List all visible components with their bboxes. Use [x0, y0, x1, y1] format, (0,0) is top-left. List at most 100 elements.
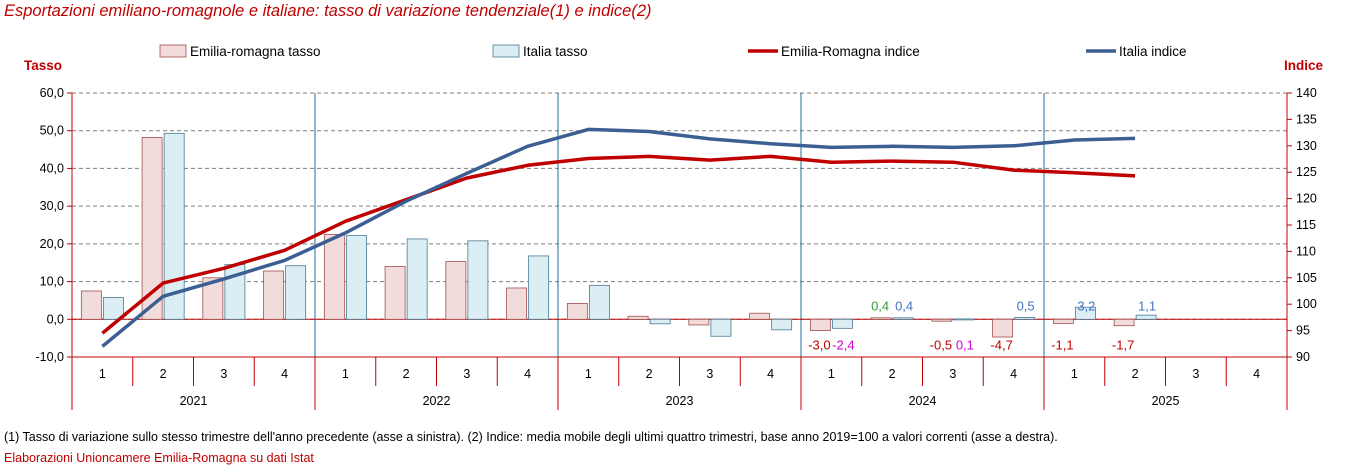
bar-emilia-romagna — [141, 137, 163, 320]
data-label: 0,5 — [1017, 298, 1035, 313]
data-label: -1,7 — [1112, 337, 1134, 352]
bar-emilia-romagna — [870, 317, 892, 320]
legend-label: Emilia-romagna tasso — [190, 44, 321, 59]
right-tick-label: 140 — [1296, 86, 1317, 100]
right-tick-label: 130 — [1296, 139, 1317, 153]
quarter-label: 2 — [646, 367, 653, 381]
bar-emilia-romagna — [202, 277, 224, 320]
line-italia-indice — [101, 127, 1136, 348]
bar-emilia-romagna — [1052, 318, 1074, 324]
legend-label: Italia indice — [1119, 44, 1187, 59]
bar-emilia-romagna — [809, 318, 831, 331]
left-tick-label: 60,0 — [40, 86, 64, 100]
quarter-label: 1 — [99, 367, 106, 381]
data-label: 0,4 — [895, 298, 913, 313]
quarter-label: 3 — [220, 367, 227, 381]
bar-emilia-romagna — [749, 312, 771, 320]
bar-emilia-romagna — [80, 290, 102, 320]
right-tick-label: 105 — [1296, 271, 1317, 285]
quarter-label: 1 — [1071, 367, 1078, 381]
bar-italia — [102, 297, 124, 320]
bar-emilia-romagna — [1113, 318, 1135, 327]
bar-italia — [163, 132, 185, 320]
bar-italia — [588, 284, 610, 320]
quarter-label: 2 — [889, 367, 896, 381]
left-tick-label: -10,0 — [36, 350, 65, 364]
data-label: 0,1 — [956, 337, 974, 352]
bar-italia — [1074, 306, 1096, 320]
data-label: 3,2 — [1077, 298, 1095, 313]
quarter-label: 2 — [403, 367, 410, 381]
right-tick-label: 95 — [1296, 324, 1310, 338]
bar-emilia-romagna — [931, 318, 953, 322]
left-tick-label: 20,0 — [40, 237, 64, 251]
bar-italia — [1135, 314, 1157, 320]
bar-italia — [831, 318, 853, 329]
quarter-label: 1 — [585, 367, 592, 381]
bar-italia — [649, 318, 671, 325]
chart-title: Esportazioni emiliano-romagnole e italia… — [4, 2, 652, 20]
left-tick-label: 40,0 — [40, 161, 64, 175]
quarter-label: 3 — [1192, 367, 1199, 381]
right-tick-label: 110 — [1296, 244, 1316, 258]
bar-emilia-romagna — [323, 234, 345, 320]
source-note: Elaborazioni Unioncamere Emilia-Romagna … — [4, 451, 314, 465]
bar-emilia-romagna — [992, 318, 1014, 338]
year-label: 2021 — [180, 394, 208, 408]
bar-emilia-romagna — [445, 261, 467, 320]
bar-emilia-romagna — [384, 266, 406, 320]
bar-italia — [285, 265, 307, 320]
right-tick-label: 120 — [1296, 192, 1317, 206]
quarter-label: 3 — [706, 367, 713, 381]
bar-emilia-romagna — [566, 303, 588, 320]
bar-italia — [528, 255, 550, 320]
quarter-label: 1 — [828, 367, 835, 381]
data-label: 1,1 — [1138, 298, 1156, 313]
year-label: 2023 — [666, 394, 694, 408]
legend-label: Italia tasso — [523, 44, 588, 59]
quarter-label: 4 — [767, 367, 774, 381]
data-label: -4,7 — [990, 337, 1012, 352]
bar-italia — [892, 317, 914, 320]
footnote: (1) Tasso di variazione sullo stesso tri… — [4, 430, 1058, 444]
quarter-label: 1 — [342, 367, 349, 381]
bar-italia — [710, 318, 732, 337]
year-label: 2025 — [1152, 394, 1180, 408]
right-axis-title: Indice — [1284, 58, 1324, 73]
quarter-label: 4 — [1253, 367, 1260, 381]
year-label: 2022 — [423, 394, 451, 408]
bar-italia — [953, 318, 975, 321]
right-tick-label: 90 — [1296, 350, 1310, 364]
bar-italia — [406, 238, 428, 320]
left-tick-label: 30,0 — [40, 199, 64, 213]
bar-emilia-romagna — [263, 270, 285, 320]
line-emilia-romagna-indice — [101, 154, 1136, 335]
left-tick-label: 0,0 — [47, 312, 64, 326]
legend-label: Emilia-Romagna indice — [781, 44, 920, 59]
data-label: -1,1 — [1051, 337, 1073, 352]
year-label: 2024 — [909, 394, 937, 408]
quarter-label: 3 — [463, 367, 470, 381]
left-axis-title: Tasso — [24, 58, 62, 73]
right-tick-label: 125 — [1296, 165, 1317, 179]
quarter-label: 2 — [160, 367, 167, 381]
right-tick-label: 100 — [1296, 297, 1317, 311]
data-label: -3,0 — [808, 337, 830, 352]
legend-swatch — [159, 44, 187, 58]
bar-emilia-romagna — [506, 287, 528, 320]
right-tick-label: 135 — [1296, 112, 1317, 126]
left-tick-label: 10,0 — [40, 275, 64, 289]
left-tick-label: 50,0 — [40, 124, 64, 138]
bar-italia — [467, 240, 489, 320]
data-label: -2,4 — [832, 337, 854, 352]
quarter-label: 4 — [281, 367, 288, 381]
legend-swatch — [492, 44, 520, 58]
quarter-label: 4 — [524, 367, 531, 381]
data-label: -0,5 — [930, 337, 952, 352]
bar-emilia-romagna — [688, 318, 710, 326]
quarter-label: 2 — [1132, 367, 1139, 381]
bar-italia — [1014, 316, 1036, 320]
data-label: 0,4 — [871, 298, 889, 313]
quarter-label: 3 — [949, 367, 956, 381]
